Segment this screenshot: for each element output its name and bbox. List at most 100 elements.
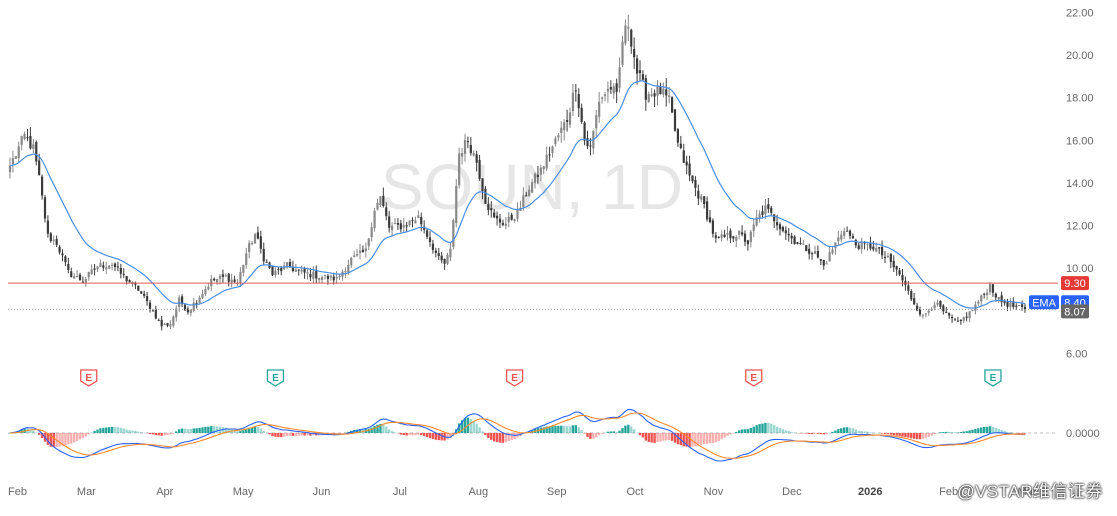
candle-body (694, 179, 697, 188)
candle-body (425, 230, 429, 237)
macd-histogram-bar (1012, 432, 1015, 434)
candle-body (99, 263, 102, 267)
candle-body (350, 258, 353, 266)
candle-body (554, 138, 557, 145)
macd-histogram-bar (469, 419, 473, 433)
earnings-marker-letter: E (990, 373, 997, 384)
candle-body (49, 233, 52, 241)
macd-histogram-bar (915, 433, 919, 440)
candle-body (128, 280, 131, 283)
macd-histogram-bar (799, 433, 802, 434)
macd-histogram-bar (662, 433, 665, 441)
candle-body (78, 274, 82, 281)
candle-body (55, 239, 58, 245)
candle-body (837, 237, 840, 242)
macd-histogram-bar (408, 433, 411, 436)
candle-body (883, 257, 887, 259)
candle-body (230, 279, 233, 283)
macd-histogram-bar (481, 431, 484, 433)
macd-histogram-bar (434, 433, 438, 440)
macd-histogram-bar (977, 428, 980, 433)
macd-histogram-bar (837, 429, 840, 433)
candle-body (110, 264, 114, 266)
candle-body (122, 273, 125, 275)
macd-histogram-bar (778, 428, 782, 433)
candle-body (609, 87, 612, 90)
macd-histogram-bar (767, 422, 770, 433)
macd-histogram-bar (370, 427, 373, 433)
macd-histogram-bar (64, 433, 67, 446)
candle-body (318, 277, 321, 280)
macd-histogram-bar (431, 433, 435, 440)
macd-histogram-bar (490, 433, 493, 440)
candle-body (490, 207, 493, 211)
earnings-marker-letter: E (511, 373, 518, 384)
macd-histogram-bar (271, 433, 274, 437)
macd-histogram-bar (691, 433, 694, 447)
candle-body (959, 320, 962, 322)
candle-body (808, 248, 811, 254)
macd-histogram-bar (539, 427, 543, 433)
candle-body (64, 256, 67, 263)
macd-histogram-bar (239, 430, 242, 433)
macd-histogram-bar (866, 431, 869, 433)
macd-histogram-bar (122, 428, 125, 433)
macd-histogram-bar (8, 433, 12, 434)
candle-body (262, 248, 265, 262)
candle-body (880, 246, 884, 256)
candle-body (440, 255, 443, 261)
candle-body (653, 93, 656, 97)
macd-histogram-bar (606, 431, 610, 433)
candle-body (720, 234, 723, 238)
candle-body (988, 284, 992, 293)
candle-body (703, 196, 706, 205)
macd-line (9, 408, 1026, 462)
candle-body (315, 270, 318, 279)
candle-body (767, 204, 770, 209)
candle-body (178, 297, 181, 307)
macd-histogram-bar (936, 432, 939, 434)
macd-histogram-bar (204, 426, 207, 433)
candle-body (819, 259, 822, 261)
macd-histogram-bar (627, 424, 630, 433)
earnings-marker (80, 369, 98, 387)
candle-body (924, 313, 927, 315)
candle-body (294, 269, 297, 272)
macd-histogram-bar (542, 427, 545, 433)
candle-body (781, 227, 785, 232)
macd-histogram-bar (781, 429, 785, 433)
candle-body (1012, 301, 1015, 307)
macd-histogram-bar (945, 431, 948, 433)
macd-histogram-bar (857, 430, 860, 433)
candle-body (907, 285, 910, 291)
candle-body (469, 144, 472, 154)
macd-histogram-bar (142, 432, 146, 434)
candle-body (1020, 304, 1024, 307)
macd-histogram-bar (192, 428, 195, 433)
earnings-marker (505, 369, 524, 387)
macd-histogram-bar (131, 430, 134, 433)
candle-body (405, 225, 408, 227)
macd-histogram-bar (215, 426, 219, 433)
candle-body (90, 269, 93, 274)
candle-body (335, 276, 338, 279)
time-tick-label: Oct (627, 486, 644, 498)
candle-body (732, 236, 735, 239)
macd-histogram-bar (708, 433, 712, 444)
macd-histogram-bar (402, 433, 405, 436)
candle-body (495, 215, 499, 219)
macd-histogram-bar (338, 433, 341, 434)
macd-histogram-bar (609, 431, 613, 433)
macd-histogram-bar (125, 429, 128, 433)
macd-histogram-bar (714, 433, 718, 443)
macd-histogram-bar (387, 429, 391, 433)
macd-histogram-bar (148, 433, 152, 435)
macd-histogram-bar (457, 423, 461, 433)
candle-body (358, 250, 362, 253)
macd-histogram-bar (32, 430, 35, 433)
candle-body (977, 301, 980, 304)
candle-body (685, 161, 688, 166)
macd-histogram-bar (732, 433, 735, 434)
